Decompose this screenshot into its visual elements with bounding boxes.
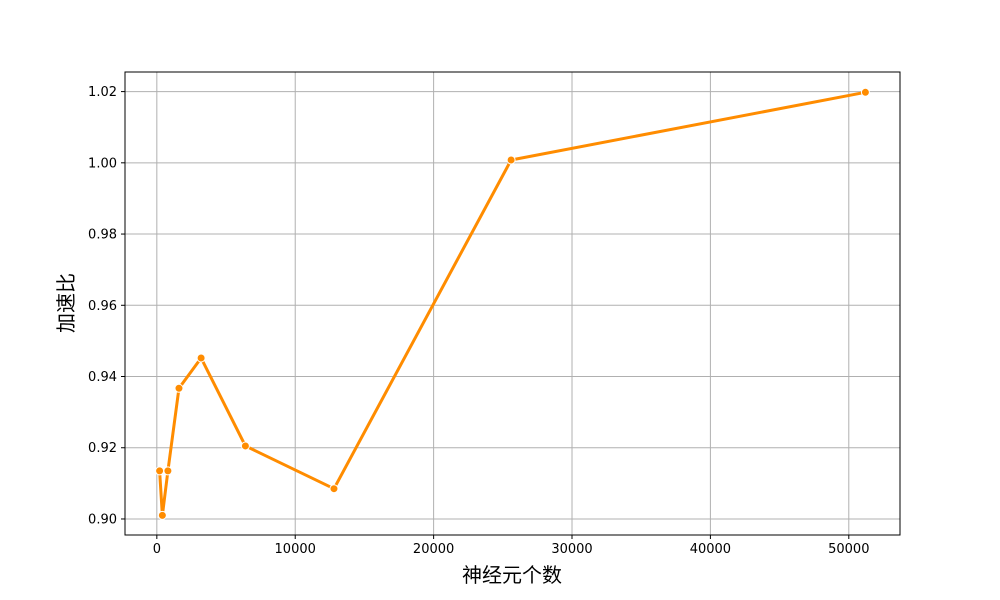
y-tick-label: 0.94: [88, 370, 117, 385]
plot-area-frame: [124, 71, 901, 536]
series-layer: [155, 87, 870, 520]
data-point: [506, 155, 516, 165]
x-tick-label: 40000: [690, 542, 731, 557]
data-point: [163, 466, 173, 476]
x-tick-label: 30000: [551, 542, 592, 557]
data-point: [157, 510, 167, 520]
data-point: [860, 87, 870, 97]
data-point: [155, 466, 165, 476]
data-point: [240, 441, 250, 451]
grid-lines: [125, 72, 900, 535]
x-tick-label: 20000: [413, 542, 454, 557]
x-axis-ticks: 0 10000 20000 30000 40000 50000: [153, 535, 869, 557]
x-tick-label: 50000: [828, 542, 869, 557]
y-axis-label: 加速比: [54, 273, 78, 333]
x-tick-label: 0: [153, 542, 161, 557]
y-tick-label: 0.90: [88, 512, 117, 527]
y-tick-label: 0.98: [88, 228, 117, 243]
x-tick-label: 10000: [275, 542, 316, 557]
y-tick-label: 1.00: [88, 156, 117, 171]
y-tick-label: 0.96: [88, 299, 117, 314]
data-point: [196, 353, 206, 363]
x-axis-label: 神经元个数: [462, 563, 562, 587]
y-tick-label: 0.92: [88, 441, 117, 456]
y-axis-ticks: 0.90 0.92 0.94 0.96 0.98 1.00 1.02: [88, 85, 125, 527]
data-point: [329, 484, 339, 494]
data-point: [174, 383, 184, 393]
y-tick-label: 1.02: [88, 85, 117, 100]
